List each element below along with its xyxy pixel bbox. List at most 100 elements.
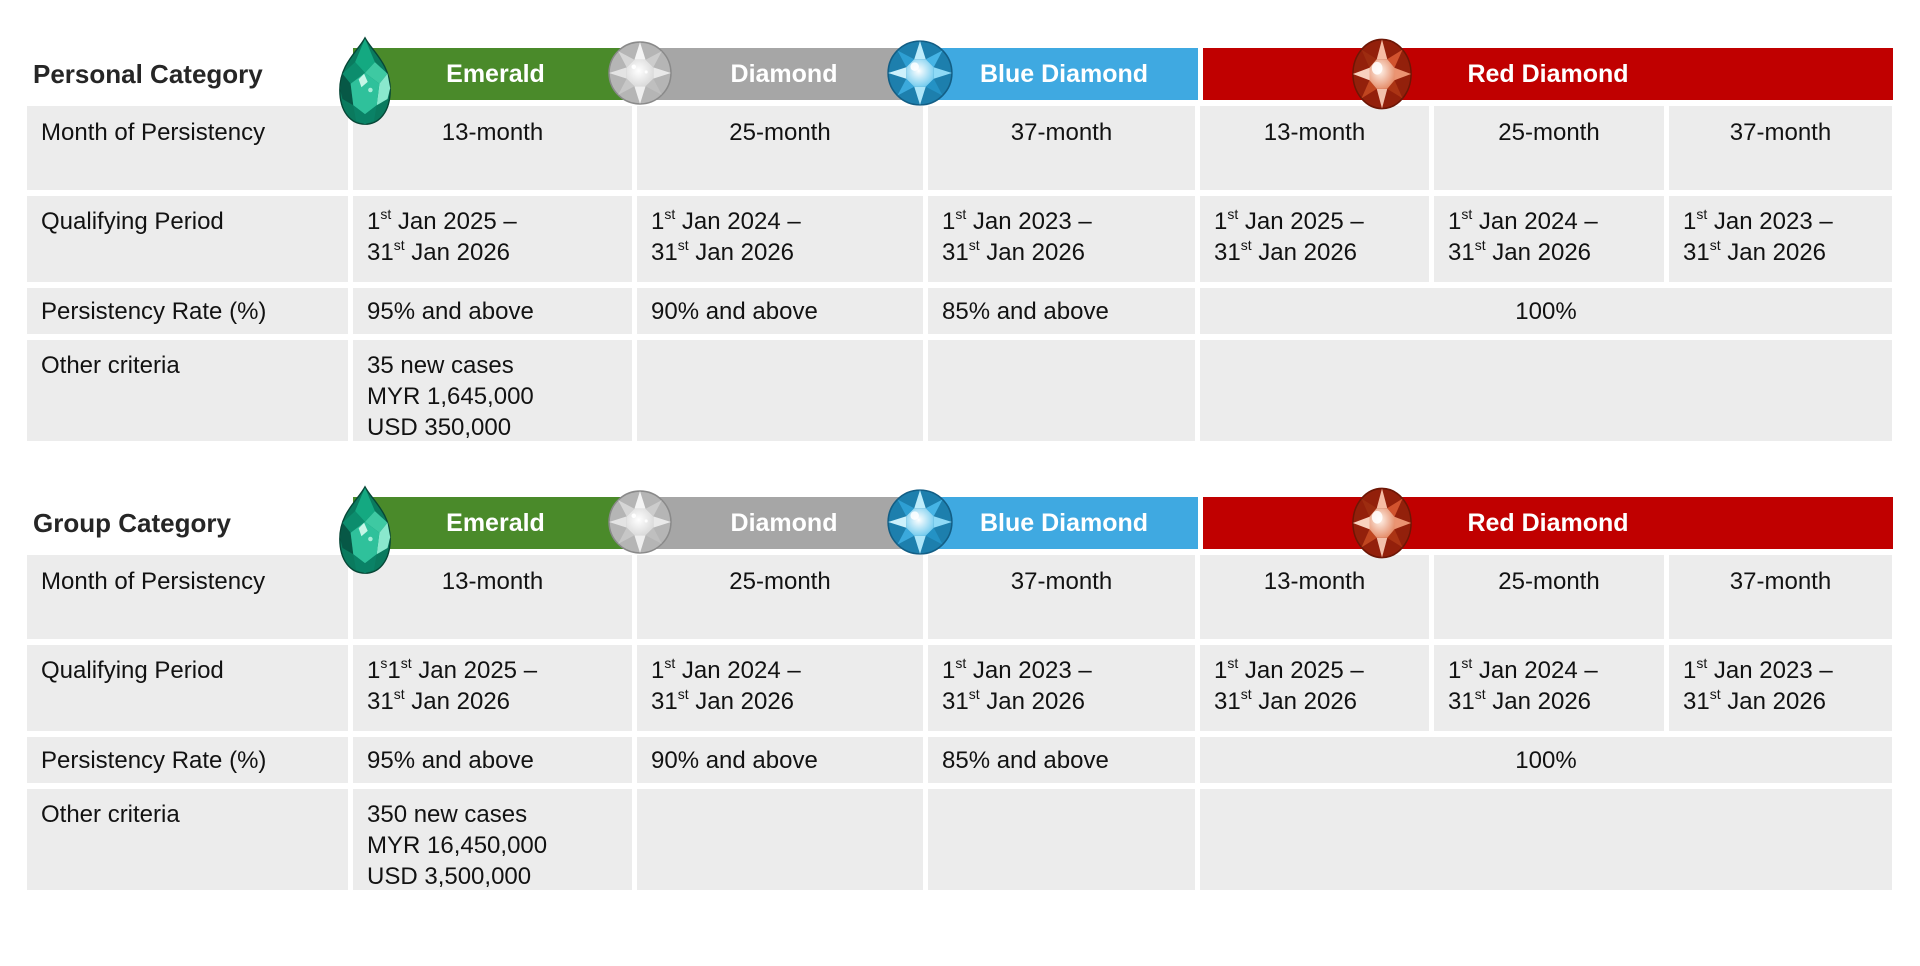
month-cell: 13-month	[353, 106, 632, 190]
spacer	[1198, 48, 1203, 100]
empty-cell	[637, 789, 923, 890]
tier-label-emerald: Emerald	[446, 508, 545, 537]
qp-line: 1st Jan 2023 –	[1683, 206, 1833, 235]
qp-line: 1st Jan 2023 –	[1683, 655, 1833, 684]
qp-line: 1st Jan 2025 –	[1214, 655, 1364, 684]
personal-category-table: Personal Category Emerald Diamond Blue D…	[27, 37, 1893, 441]
qualifying-period-cell: 1st Jan 2023 – 31st Jan 2026	[1669, 196, 1892, 282]
other-criteria-row: Other criteria 35 new cases MYR 1,645,00…	[27, 340, 1893, 441]
persistency-rate-merged-cell: 100%	[1200, 737, 1892, 783]
other-criteria-cell: 35 new cases MYR 1,645,000 USD 350,000	[353, 340, 632, 441]
month-cell: 13-month	[1200, 106, 1429, 190]
qualifying-period-row: Qualifying Period 1s1st Jan 2025 – 31st …	[27, 645, 1893, 731]
tier-label-red-diamond: Red Diamond	[1467, 59, 1629, 88]
qualifying-period-cell: 1st Jan 2024 – 31st Jan 2026	[637, 196, 923, 282]
empty-cell	[928, 340, 1195, 441]
tier-label-emerald: Emerald	[446, 59, 545, 88]
month-cell: 37-month	[928, 555, 1195, 639]
emerald-gem-icon	[339, 37, 391, 125]
row-label: Month of Persistency	[27, 555, 348, 639]
qualifying-period-cell: 1st Jan 2025 – 31st Jan 2026	[1200, 196, 1429, 282]
blue-diamond-gem-icon	[887, 489, 953, 555]
month-cell: 25-month	[1434, 106, 1664, 190]
qp-line: 31st Jan 2026	[367, 686, 511, 715]
row-label: Other criteria	[27, 789, 348, 890]
criteria-line: USD 350,000	[367, 414, 512, 441]
persistency-rate-cell: 95% and above	[353, 737, 632, 783]
criteria-line: 35 new cases	[367, 352, 514, 379]
qp-line: 1st Jan 2024 –	[1448, 655, 1598, 684]
empty-merged-cell	[1200, 340, 1892, 441]
tier-header-emerald: Emerald	[339, 486, 638, 574]
criteria-line: 350 new cases	[367, 801, 528, 828]
blue-diamond-gem-icon	[887, 40, 953, 106]
persistency-rate-row: Persistency Rate (%) 95% and above 90% a…	[27, 737, 1893, 783]
row-label: Persistency Rate (%)	[27, 288, 348, 334]
persistency-rate-cell: 90% and above	[637, 737, 923, 783]
white-diamond-gem-icon	[608, 41, 672, 105]
qualifying-period-cell: 1st Jan 2024 – 31st Jan 2026	[1434, 196, 1664, 282]
qp-line: 31st Jan 2026	[367, 237, 511, 266]
empty-cell	[928, 789, 1195, 890]
qp-line: 1st Jan 2023 –	[942, 206, 1092, 235]
criteria-line: MYR 16,450,000	[367, 832, 548, 859]
qualifying-period-row: Qualifying Period 1st Jan 2025 – 31st Ja…	[27, 196, 1893, 282]
qp-line: 31st Jan 2026	[651, 686, 795, 715]
qualifying-period-cell: 1st Jan 2024 – 31st Jan 2026	[1434, 645, 1664, 731]
qp-line: 31st Jan 2026	[1683, 237, 1827, 266]
row-label: Qualifying Period	[27, 196, 348, 282]
tier-header-blue-diamond: Blue Diamond	[887, 489, 1198, 555]
qp-line: 1st Jan 2024 –	[651, 655, 801, 684]
month-cell: 13-month	[1200, 555, 1429, 639]
tier-header-diamond: Diamond	[608, 41, 930, 105]
group-header-row: Group Category Emerald Diamond Blue Diam…	[27, 486, 1893, 574]
group-table-title: Group Category	[33, 507, 231, 538]
qp-line: 31st Jan 2026	[1448, 237, 1592, 266]
qp-line: 1st Jan 2024 –	[1448, 206, 1598, 235]
tier-header-blue-diamond: Blue Diamond	[887, 40, 1198, 106]
persistency-rate-cell: 85% and above	[928, 737, 1195, 783]
qp-line: 31st Jan 2026	[1683, 686, 1827, 715]
qp-line: 31st Jan 2026	[942, 686, 1086, 715]
qp-line: 1st Jan 2025 –	[1214, 206, 1364, 235]
emerald-gem-icon	[339, 486, 391, 574]
qp-line: 1st Jan 2024 –	[651, 206, 801, 235]
month-of-persistency-row: Month of Persistency 13-month 25-month 3…	[27, 106, 1893, 190]
qualifying-period-cell: 1st Jan 2024 – 31st Jan 2026	[637, 645, 923, 731]
other-criteria-row: Other criteria 350 new cases MYR 16,450,…	[27, 789, 1893, 890]
qp-line: 1st Jan 2025 –	[367, 206, 517, 235]
criteria-line: USD 3,500,000	[367, 863, 532, 890]
red-diamond-gem-icon	[1352, 38, 1412, 110]
tier-label-blue-diamond: Blue Diamond	[979, 508, 1149, 537]
month-cell: 13-month	[353, 555, 632, 639]
qp-line: 31st Jan 2026	[1448, 686, 1592, 715]
tier-header-red-diamond: Red Diamond	[1203, 38, 1893, 110]
month-cell: 37-month	[928, 106, 1195, 190]
personal-header-row: Personal Category Emerald Diamond Blue D…	[27, 37, 1893, 125]
slide: { "colors": { "emerald_bar": "#4a8a2a", …	[0, 37, 1920, 966]
qualifying-period-cell: 1st Jan 2025 – 31st Jan 2026	[353, 196, 632, 282]
row-label: Month of Persistency	[27, 106, 348, 190]
qualifying-period-cell: 1st Jan 2023 – 31st Jan 2026	[1669, 645, 1892, 731]
persistency-rate-cell: 85% and above	[928, 288, 1195, 334]
group-category-table: Group Category Emerald Diamond Blue Diam…	[27, 486, 1893, 890]
tier-header-diamond: Diamond	[608, 490, 930, 554]
month-of-persistency-row: Month of Persistency 13-month 25-month 3…	[27, 555, 1893, 639]
row-label: Persistency Rate (%)	[27, 737, 348, 783]
persistency-rate-cell: 95% and above	[353, 288, 632, 334]
qp-line: 31st Jan 2026	[651, 237, 795, 266]
white-diamond-gem-icon	[608, 490, 672, 554]
tier-label-diamond: Diamond	[730, 508, 838, 537]
criteria-line: MYR 1,645,000	[367, 383, 534, 410]
tier-label-blue-diamond: Blue Diamond	[979, 59, 1149, 88]
qp-line: 1st Jan 2023 –	[942, 655, 1092, 684]
qualifying-period-cell: 1st Jan 2023 – 31st Jan 2026	[928, 196, 1195, 282]
tier-header-red-diamond: Red Diamond	[1203, 487, 1893, 559]
qualifying-period-cell: 1st Jan 2023 – 31st Jan 2026	[928, 645, 1195, 731]
persistency-rate-merged-cell: 100%	[1200, 288, 1892, 334]
personal-table-title: Personal Category	[33, 58, 263, 89]
qp-line: 1s1st Jan 2025 –	[367, 655, 538, 684]
persistency-rate-row: Persistency Rate (%) 95% and above 90% a…	[27, 288, 1893, 334]
qp-line: 31st Jan 2026	[942, 237, 1086, 266]
tier-header-emerald: Emerald	[339, 37, 638, 125]
